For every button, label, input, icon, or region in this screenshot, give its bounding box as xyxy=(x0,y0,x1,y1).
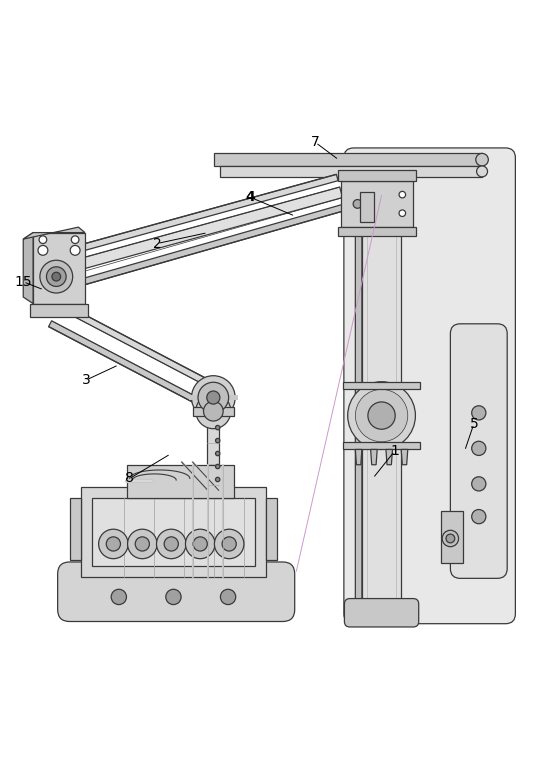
Circle shape xyxy=(193,536,208,551)
Circle shape xyxy=(442,530,458,547)
Circle shape xyxy=(368,402,395,429)
Polygon shape xyxy=(215,153,482,166)
Polygon shape xyxy=(70,497,81,561)
Polygon shape xyxy=(343,442,420,450)
Polygon shape xyxy=(23,232,33,303)
Polygon shape xyxy=(23,227,85,239)
Text: 1: 1 xyxy=(390,444,399,458)
Polygon shape xyxy=(58,303,220,391)
Polygon shape xyxy=(127,465,233,497)
Circle shape xyxy=(111,590,126,604)
Polygon shape xyxy=(360,192,374,221)
Polygon shape xyxy=(48,321,210,410)
Circle shape xyxy=(39,236,47,243)
Polygon shape xyxy=(61,174,338,256)
Polygon shape xyxy=(338,170,416,181)
Polygon shape xyxy=(341,181,413,227)
Circle shape xyxy=(222,536,236,551)
Circle shape xyxy=(186,529,215,558)
Circle shape xyxy=(221,590,236,604)
Circle shape xyxy=(107,536,120,551)
Circle shape xyxy=(216,439,220,443)
Circle shape xyxy=(353,199,362,208)
Polygon shape xyxy=(81,486,266,576)
Circle shape xyxy=(166,590,181,604)
Circle shape xyxy=(70,246,80,255)
Polygon shape xyxy=(401,450,408,465)
FancyBboxPatch shape xyxy=(344,148,516,624)
Circle shape xyxy=(355,389,408,442)
Circle shape xyxy=(198,382,228,413)
Circle shape xyxy=(40,260,72,293)
Circle shape xyxy=(164,536,178,551)
Text: 5: 5 xyxy=(469,417,478,431)
Polygon shape xyxy=(355,450,362,465)
Polygon shape xyxy=(64,187,343,274)
Polygon shape xyxy=(69,204,346,289)
Circle shape xyxy=(216,465,220,468)
Circle shape xyxy=(99,529,128,558)
Polygon shape xyxy=(386,450,393,465)
Polygon shape xyxy=(33,232,85,303)
Text: 3: 3 xyxy=(82,373,91,387)
Circle shape xyxy=(207,391,220,404)
Polygon shape xyxy=(208,417,220,490)
Text: 15: 15 xyxy=(14,274,32,289)
Circle shape xyxy=(216,477,220,482)
Circle shape xyxy=(135,536,149,551)
Circle shape xyxy=(216,425,220,430)
Text: 2: 2 xyxy=(153,236,161,250)
Polygon shape xyxy=(355,184,362,609)
Polygon shape xyxy=(92,497,255,566)
Circle shape xyxy=(472,510,486,524)
Polygon shape xyxy=(362,184,401,609)
Polygon shape xyxy=(266,497,277,561)
Circle shape xyxy=(399,210,406,217)
FancyBboxPatch shape xyxy=(450,324,507,579)
Circle shape xyxy=(52,272,60,281)
Circle shape xyxy=(196,393,231,429)
Polygon shape xyxy=(220,166,482,177)
Circle shape xyxy=(127,529,157,558)
Circle shape xyxy=(446,534,455,543)
Circle shape xyxy=(38,246,48,255)
Circle shape xyxy=(472,441,486,455)
Text: 7: 7 xyxy=(311,135,320,149)
Circle shape xyxy=(399,192,406,198)
Circle shape xyxy=(348,382,416,450)
Polygon shape xyxy=(371,450,377,465)
FancyBboxPatch shape xyxy=(344,598,419,627)
Polygon shape xyxy=(189,395,238,400)
Circle shape xyxy=(215,529,244,558)
Circle shape xyxy=(472,406,486,420)
Circle shape xyxy=(472,477,486,491)
Circle shape xyxy=(71,236,79,243)
Polygon shape xyxy=(193,407,234,415)
FancyBboxPatch shape xyxy=(58,562,295,622)
Polygon shape xyxy=(30,303,88,317)
Circle shape xyxy=(192,375,235,419)
Circle shape xyxy=(476,153,489,166)
Circle shape xyxy=(477,166,488,177)
Circle shape xyxy=(216,451,220,456)
Polygon shape xyxy=(338,227,416,236)
Polygon shape xyxy=(441,511,463,563)
Text: 8: 8 xyxy=(125,472,134,486)
Circle shape xyxy=(204,401,223,421)
Circle shape xyxy=(156,529,186,558)
Polygon shape xyxy=(343,382,420,389)
Circle shape xyxy=(47,267,66,286)
Text: 4: 4 xyxy=(245,190,255,204)
